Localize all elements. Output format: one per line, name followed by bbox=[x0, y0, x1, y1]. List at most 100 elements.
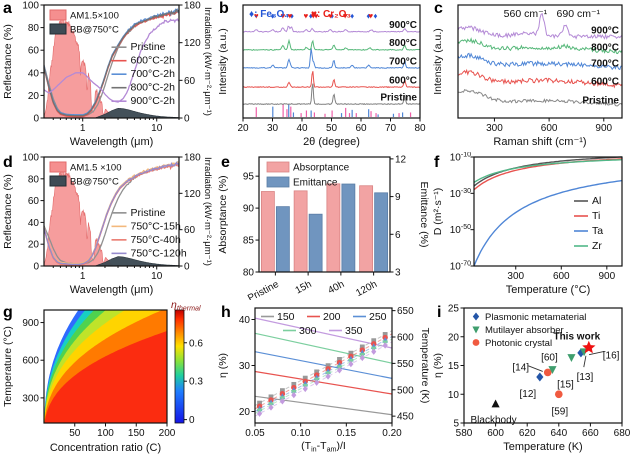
y-tick-label: 0 bbox=[184, 114, 190, 125]
eta-line-300 bbox=[254, 332, 393, 364]
x-tick-label: 600 bbox=[553, 271, 570, 282]
chart-e: Pristine 15h 40h 120h 80 85 90 95 3 6 9 12 Absorptan… bbox=[217, 154, 430, 304]
y-tick-label: 180 bbox=[184, 153, 201, 164]
panel-d: 1 10 0 20 40 60 80 100 0 60 120 180 Wavelength (μm) R… bbox=[0, 152, 215, 300]
y-axis-label-left: Absorptance (%) bbox=[217, 175, 229, 253]
point-[14] bbox=[543, 368, 552, 377]
x-tick-label: 0.20 bbox=[382, 428, 402, 439]
bar-Emittance-15h bbox=[308, 213, 323, 273]
panel-letter-c: c bbox=[434, 0, 443, 17]
plot-frame bbox=[258, 156, 391, 273]
y-tick-label: 80 bbox=[28, 23, 40, 34]
y-tick-label: 20 bbox=[28, 240, 40, 251]
panel-letter-i: i bbox=[437, 304, 442, 321]
temp-marker-150 bbox=[359, 344, 365, 350]
legend-label: Al bbox=[592, 195, 601, 207]
y-axis-label-right: Irradiation (kW·m⁻²·μm⁻¹) bbox=[202, 157, 213, 266]
panel-c: Pristine 600°C 700°C 800°C 900°C 560 cm⁻¹ 690 … bbox=[430, 0, 630, 152]
legend-label: 200 bbox=[323, 311, 341, 323]
xrd-trace-700°C bbox=[242, 47, 421, 69]
trace-label: 700°C bbox=[591, 58, 619, 69]
fill-AM1.5×100 bbox=[43, 16, 114, 119]
plot-frame bbox=[457, 4, 623, 119]
y-axis-label-left: Reflectance (%) bbox=[2, 24, 14, 99]
temp-marker-150 bbox=[257, 400, 262, 406]
x-tick-label: 620 bbox=[519, 428, 536, 439]
point-[60] bbox=[567, 354, 576, 362]
legend-fe3o4: ♦: Fe₃O₄ bbox=[249, 9, 289, 20]
fe3o4-marker-icon: ♦ bbox=[270, 12, 274, 21]
legend-label: 700°C-2h bbox=[131, 68, 176, 80]
temp-marker-150 bbox=[348, 350, 354, 356]
xrd-trace-800°C bbox=[242, 38, 420, 51]
y-tick-label: 20 bbox=[28, 91, 40, 102]
eta-line-200 bbox=[254, 370, 393, 395]
panel-letter-d: d bbox=[3, 154, 13, 171]
x-tick-label: 30 bbox=[267, 123, 279, 134]
eta-line-250 bbox=[254, 351, 393, 379]
plot-frame bbox=[43, 156, 180, 267]
temp-marker-150 bbox=[291, 381, 297, 387]
legend-swatch bbox=[49, 161, 67, 173]
temp-marker-350 bbox=[371, 348, 377, 355]
xrd-trace-Pristine bbox=[242, 83, 421, 106]
bar-Emittance-120h bbox=[374, 192, 389, 273]
panel-a: 1 10 0 20 40 60 80 100 0 60 120 180 Wavelength (μm) R… bbox=[0, 0, 215, 152]
trace-label: 900°C bbox=[591, 26, 619, 37]
colorbar bbox=[174, 309, 185, 424]
point-label: [15] bbox=[557, 380, 574, 391]
x-tick-label: 0.15 bbox=[337, 428, 357, 439]
temp-marker-150 bbox=[280, 388, 285, 394]
fe3o4-marker-icon: ♦ bbox=[373, 12, 377, 21]
legend-swatch bbox=[266, 161, 290, 173]
colorbar-label: ηthermal bbox=[171, 300, 201, 313]
x-tick-label: 150 bbox=[128, 428, 145, 439]
x-axis-label: Temperature (°C) bbox=[506, 284, 590, 296]
legend-swatch bbox=[49, 23, 67, 35]
temp-marker-150 bbox=[371, 338, 377, 344]
panel-letter-a: a bbox=[3, 0, 12, 17]
trace-label: 600°C bbox=[389, 75, 417, 86]
y-axis-label: D (m²·s⁻¹) bbox=[432, 188, 444, 236]
trace-label: 800°C bbox=[389, 38, 417, 49]
y-tick-label: 80 bbox=[28, 174, 40, 185]
trace-label: 800°C bbox=[591, 43, 619, 54]
temp-marker-350 bbox=[336, 367, 343, 374]
temp-marker-150 bbox=[337, 356, 342, 362]
x-tick-label: 60 bbox=[355, 123, 367, 134]
legend-marker bbox=[472, 312, 480, 321]
temp-line-250 bbox=[254, 336, 393, 412]
y-tick-label: 10 bbox=[448, 390, 460, 401]
bar-Absorptance-15h bbox=[293, 190, 308, 273]
y-axis-label-left: Reflectance (%) bbox=[2, 174, 14, 249]
legend-marker bbox=[472, 326, 480, 334]
x-tick-label: 80 bbox=[414, 123, 426, 134]
temp-marker-150 bbox=[302, 375, 308, 381]
trace-label: Pristine bbox=[582, 96, 619, 107]
xrd-trace-600°C bbox=[242, 71, 421, 89]
x-tick-label: 640 bbox=[550, 428, 567, 439]
point-label: [60] bbox=[541, 352, 558, 363]
legend-label: Zr bbox=[592, 240, 602, 252]
y-tick-label: 900 bbox=[22, 318, 39, 329]
eta-line-150 bbox=[254, 395, 393, 416]
temp-marker-350 bbox=[382, 342, 388, 349]
trace-label: Pristine bbox=[380, 92, 417, 103]
panel-b: Pristine 600°C 700°C 800°C 900°C ♦ ♦ ♦ ♦ ♦ ♦ ♦ ♥ ♥ ♥ ♥ ♥… bbox=[215, 0, 430, 152]
y-axis-label-right: Irradiation (kW·m⁻²·μm⁻¹) bbox=[202, 7, 213, 116]
y-tick-label: 10-30 bbox=[450, 188, 471, 200]
legend-label: 350 bbox=[345, 325, 363, 337]
y-tick-label: 10-10 bbox=[450, 152, 471, 164]
legend-cr2o3: ♥: Cr₂O₃ bbox=[311, 9, 351, 20]
temp-marker-350 bbox=[302, 385, 308, 393]
legend-label: Plasmonic metamaterial bbox=[485, 312, 586, 323]
bar-Absorptance-Pristine bbox=[260, 191, 275, 273]
y-axis-label: η (%) bbox=[432, 353, 444, 378]
trace-label: 900°C bbox=[389, 20, 417, 31]
colorbar-tick-label: 0.6 bbox=[189, 338, 203, 349]
x-tick-label: 1 bbox=[80, 271, 86, 282]
point-label: Blackbody bbox=[471, 415, 517, 426]
x-axis-label: Concentration ratio (C) bbox=[50, 442, 161, 454]
